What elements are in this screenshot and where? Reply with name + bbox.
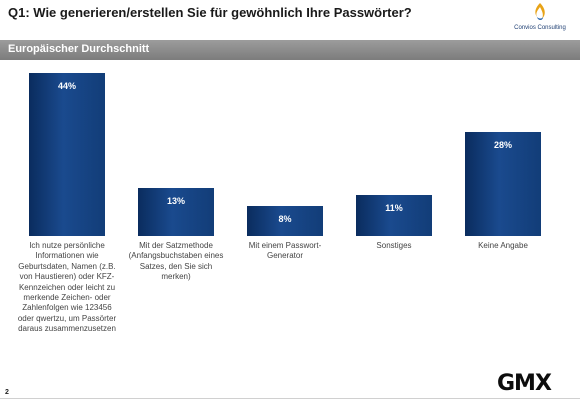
category-label-1: Ich nutze persönliche Informationen wie … <box>17 241 117 334</box>
bar-4 <box>356 195 432 236</box>
chart-title: Q1: Wie generieren/erstellen Sie für gew… <box>8 5 412 20</box>
section-band: Europäischer Durchschnitt <box>0 40 580 60</box>
bar-5 <box>465 132 541 236</box>
convios-logo: Convios Consulting <box>505 2 575 38</box>
section-label: Europäischer Durchschnitt <box>8 43 150 55</box>
category-label-5: Keine Angabe <box>478 241 528 250</box>
bar-value-label-1: 44% <box>57 81 76 91</box>
bar-2 <box>138 187 214 236</box>
page-number: 2 <box>5 389 9 396</box>
bar-value-label-3: 8% <box>278 214 292 225</box>
category-label-4: Sonstiges <box>376 241 412 250</box>
bar-value-label-2: 13% <box>166 195 185 206</box>
bar-value-label-4: 11% <box>385 203 403 214</box>
bar-chart: 44% Ich nutze persönliche Informationen w… <box>0 60 580 380</box>
gmx-logo: GMX <box>497 371 552 396</box>
flame-logo-icon <box>535 3 545 20</box>
footer-rule <box>0 398 580 399</box>
bar-value-label-5: 28% <box>493 140 512 151</box>
category-label-2: Mit der Satzmethode (Anfangsbuchstaben e… <box>128 241 224 282</box>
bar-1 <box>29 73 105 236</box>
bar-3 <box>247 206 323 236</box>
category-label-3: Mit einem Passwort-Generator <box>248 241 322 261</box>
logo-text: Convios Consulting <box>514 25 566 31</box>
